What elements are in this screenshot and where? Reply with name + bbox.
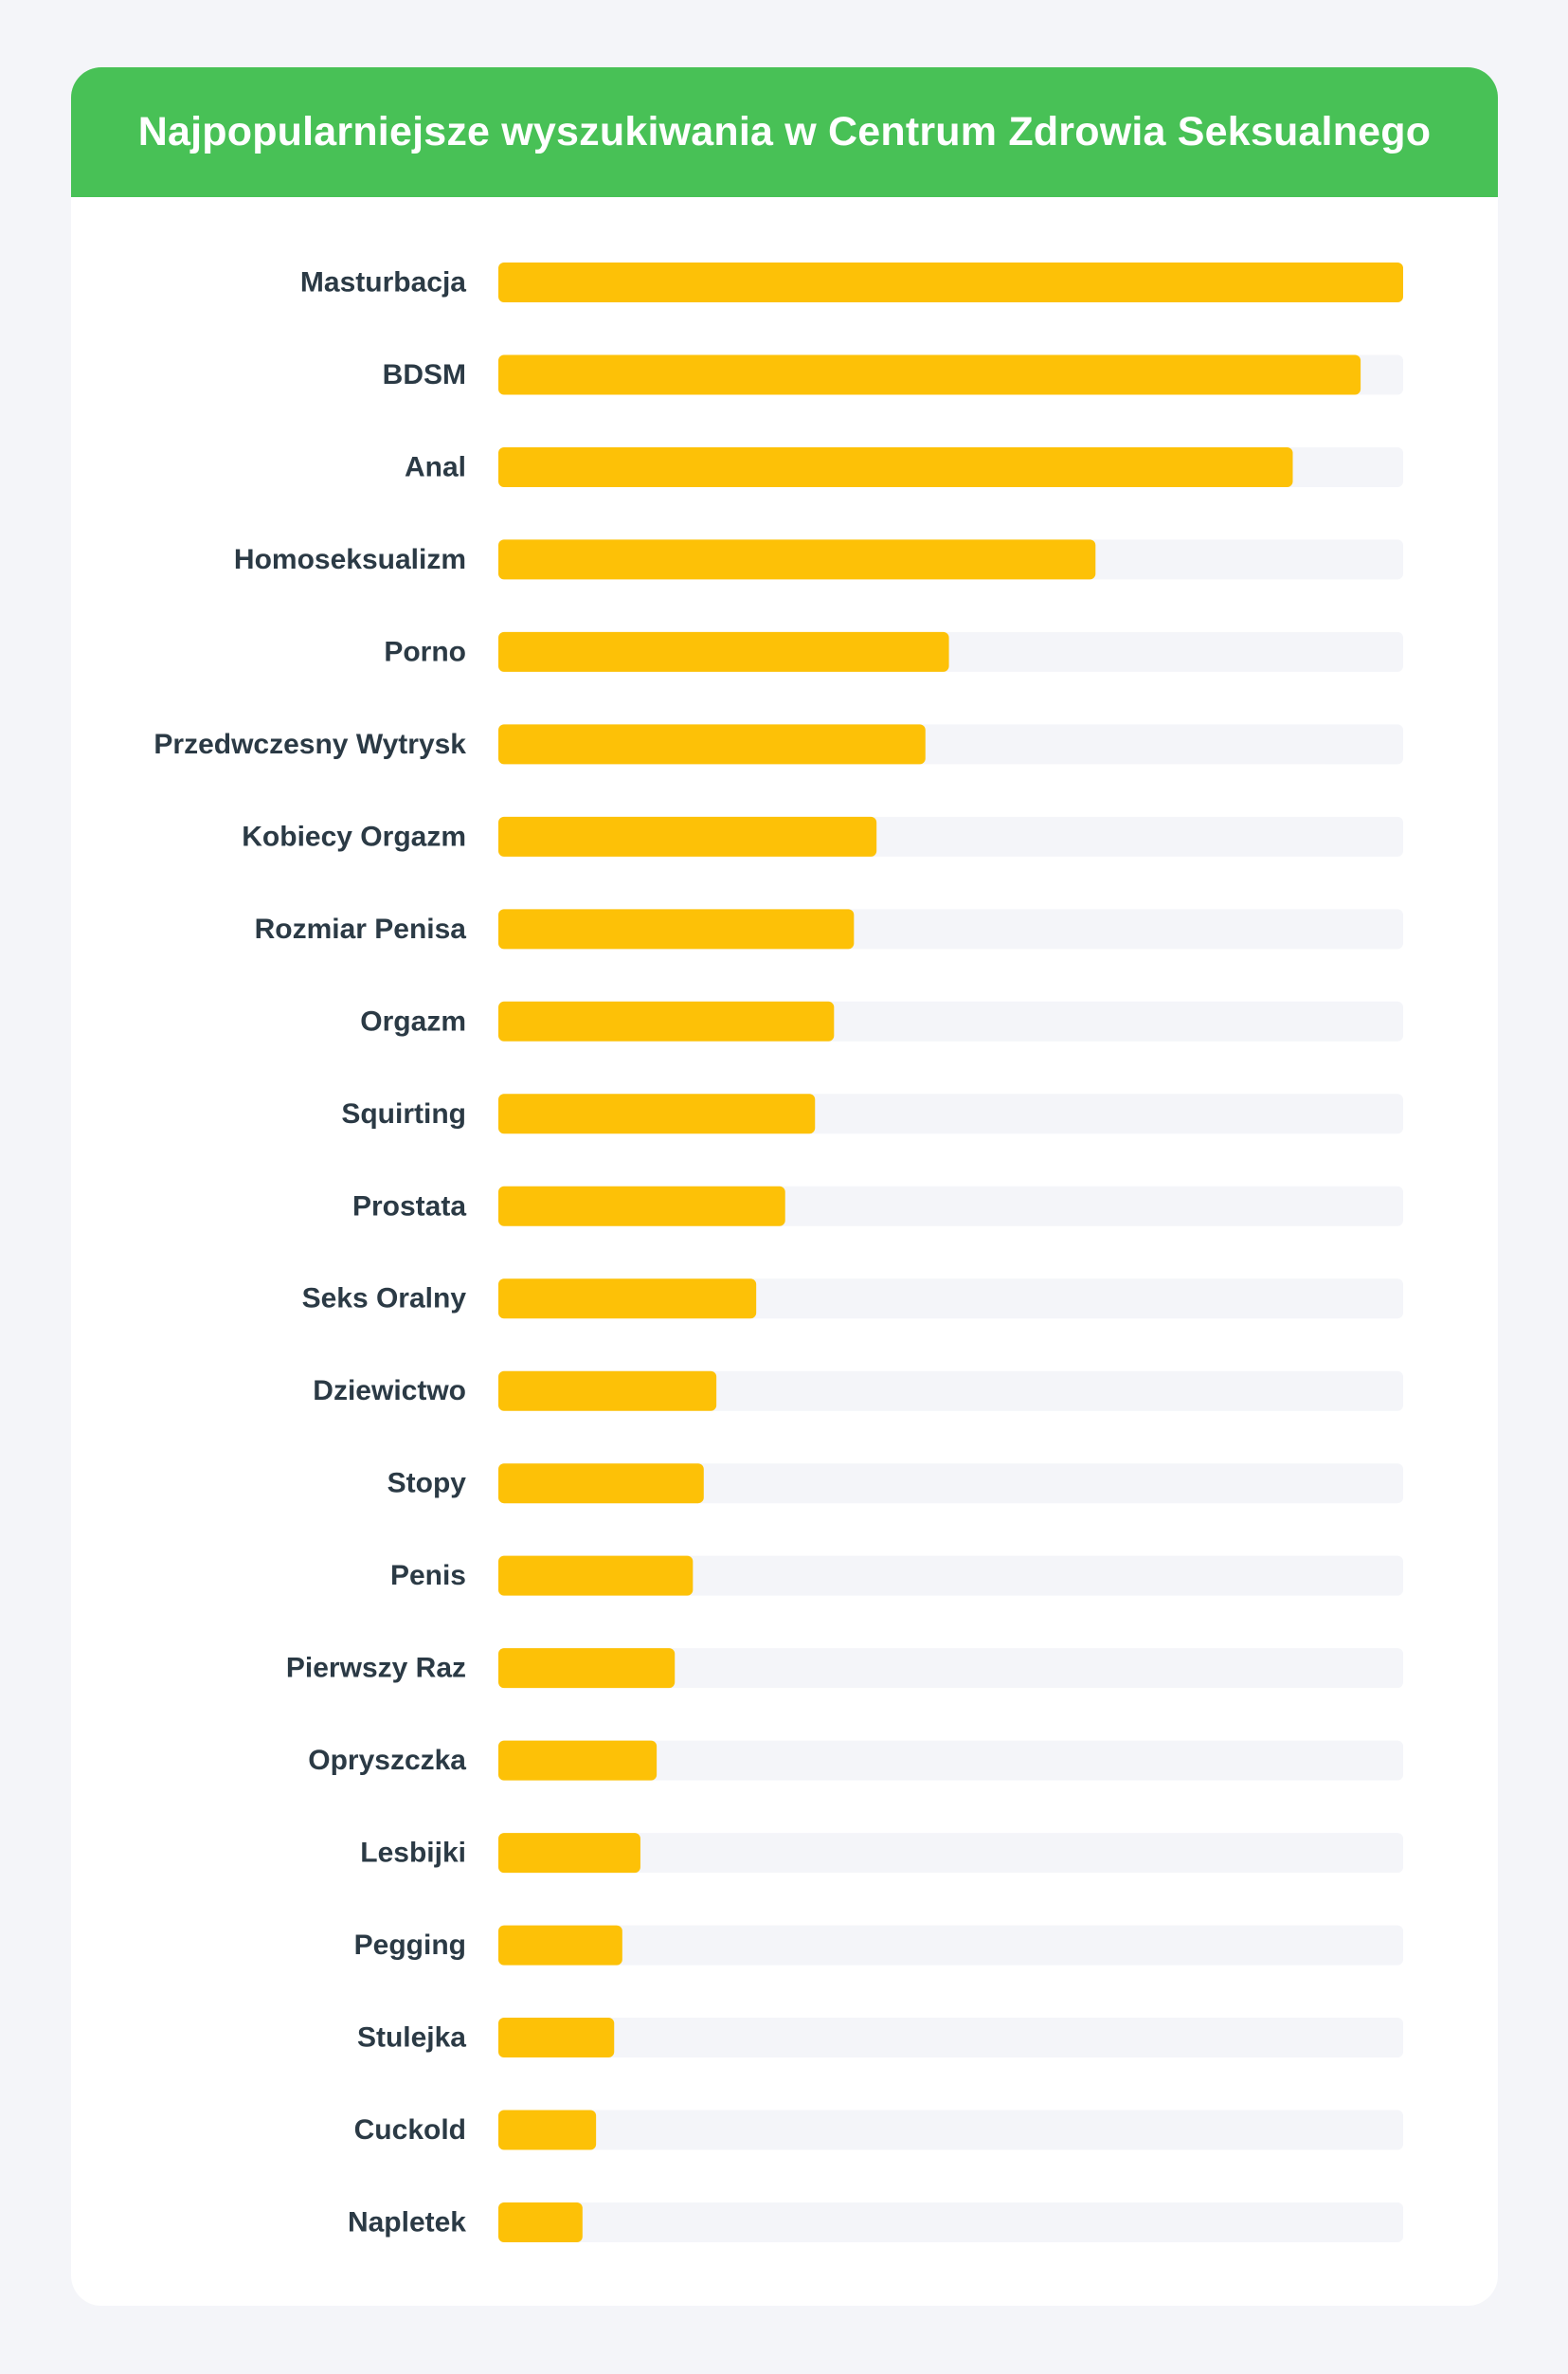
bar xyxy=(498,1094,816,1134)
bar xyxy=(498,1001,835,1042)
category-label: Kobiecy Orgazm xyxy=(242,821,466,852)
bar xyxy=(498,816,877,857)
bar-track xyxy=(498,1370,1403,1411)
category-label: Homoseksualizm xyxy=(234,544,466,575)
bar xyxy=(498,1555,694,1596)
category-label: Prostata xyxy=(352,1190,466,1222)
category-label: BDSM xyxy=(383,359,466,390)
category-label: Pegging xyxy=(354,1930,466,1961)
category-label: Seks Oralny xyxy=(302,1283,467,1314)
category-label: Stulejka xyxy=(357,2022,466,2054)
category-label: Pierwszy Raz xyxy=(286,1653,466,1684)
bar-track xyxy=(498,1740,1403,1781)
category-label: Squirting xyxy=(341,1098,466,1130)
category-label: Przedwczesny Wytrysk xyxy=(153,729,466,760)
bar xyxy=(498,631,949,672)
category-label: Dziewictwo xyxy=(313,1375,466,1406)
bar xyxy=(498,1925,622,1966)
category-label: Stopy xyxy=(387,1468,467,1499)
bar-chart: Masturbacja BDSM Anal Homoseksualizm Porno Pr… xyxy=(153,263,1403,2242)
bar xyxy=(498,539,1096,580)
category-label: Porno xyxy=(384,636,466,667)
bar-track xyxy=(498,2202,1403,2242)
category-label: Rozmiar Penisa xyxy=(255,914,467,945)
bar-track xyxy=(498,1555,1403,1596)
bar xyxy=(498,2202,583,2242)
bar xyxy=(498,446,1293,487)
chart-card: Najpopularniejsze wyszukiwania w Centrum… xyxy=(71,67,1498,2306)
category-label: Anal xyxy=(405,451,466,482)
bar-track xyxy=(498,2018,1403,2058)
category-label: Lesbijki xyxy=(360,1838,466,1869)
bar xyxy=(498,1186,785,1226)
bar xyxy=(498,1833,640,1874)
bar xyxy=(498,1463,704,1504)
bar xyxy=(498,263,1403,302)
category-label: Orgazm xyxy=(360,1006,466,1037)
bar xyxy=(498,2110,597,2150)
chart-header: Najpopularniejsze wyszukiwania w Centrum… xyxy=(71,67,1498,197)
bar-track xyxy=(498,1833,1403,1874)
category-label: Masturbacja xyxy=(300,267,466,299)
bar-track xyxy=(498,1648,1403,1689)
bar-track xyxy=(498,2110,1403,2150)
category-label: Penis xyxy=(390,1560,466,1591)
bar xyxy=(498,354,1361,395)
bar xyxy=(498,1740,658,1781)
category-label: Cuckold xyxy=(354,2114,466,2146)
bar xyxy=(498,1370,717,1411)
category-label: Napletek xyxy=(348,2207,466,2238)
bar-track xyxy=(498,1463,1403,1504)
bar xyxy=(498,1278,757,1319)
chart-title: Najpopularniejsze wyszukiwania w Centrum… xyxy=(137,109,1432,154)
bar xyxy=(498,2018,615,2058)
bar xyxy=(498,724,926,765)
bar xyxy=(498,1648,676,1689)
category-label: Opryszczka xyxy=(308,1745,466,1776)
bar xyxy=(498,909,855,950)
bar-track xyxy=(498,1925,1403,1966)
